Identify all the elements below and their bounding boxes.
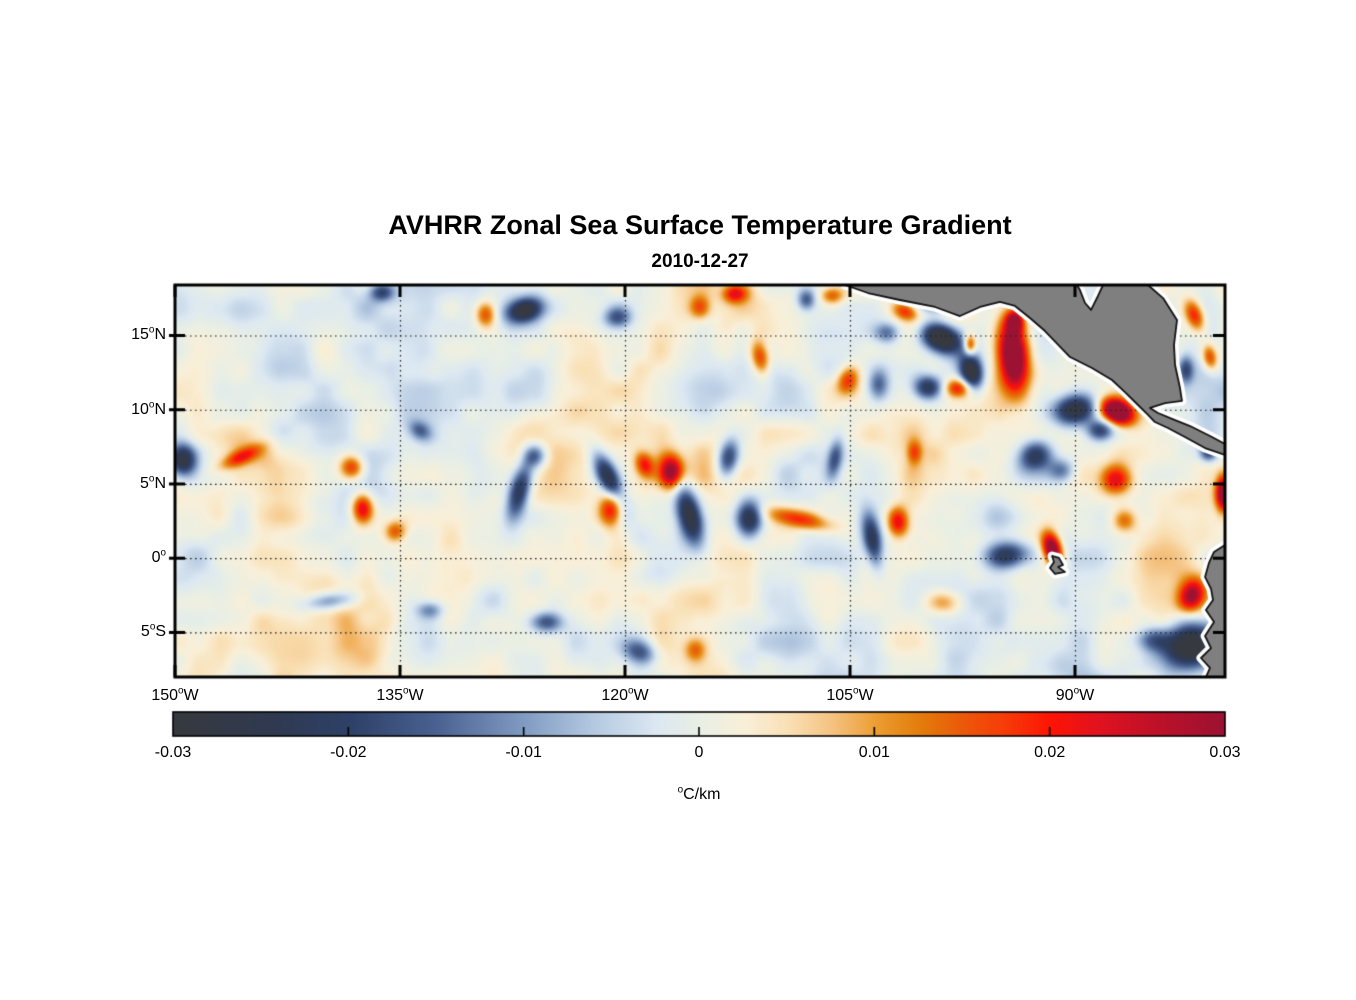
- x-tick-label: 105oW: [826, 685, 874, 704]
- colorbar-tick-label: 0: [694, 744, 704, 761]
- x-tick-label: 120oW: [601, 685, 649, 704]
- colorbar-tick-label: 0.01: [858, 744, 890, 761]
- chart-date: 2010-12-27: [651, 251, 749, 272]
- colorbar-units-label: oC/km: [677, 784, 721, 803]
- x-tick-label: 90oW: [1055, 685, 1095, 704]
- y-tick-label: 5oS: [140, 622, 166, 641]
- colorbar-tick-label: -0.01: [505, 744, 542, 761]
- colorbar-tick-label: 0.03: [1209, 744, 1241, 761]
- y-tick-label: 15oN: [131, 325, 166, 344]
- y-tick-label: 5oN: [140, 473, 166, 492]
- chart-title: AVHRR Zonal Sea Surface Temperature Grad…: [388, 210, 1012, 240]
- colorbar-tick-label: 0.02: [1034, 744, 1066, 761]
- colorbar-tick-label: -0.03: [154, 744, 192, 761]
- y-tick-label: 10oN: [131, 399, 166, 418]
- x-tick-label: 150oW: [151, 685, 199, 704]
- y-tick-label: 0o: [151, 547, 166, 567]
- colorbar-tick-label: -0.02: [330, 744, 367, 761]
- x-tick-label: 135oW: [376, 685, 424, 704]
